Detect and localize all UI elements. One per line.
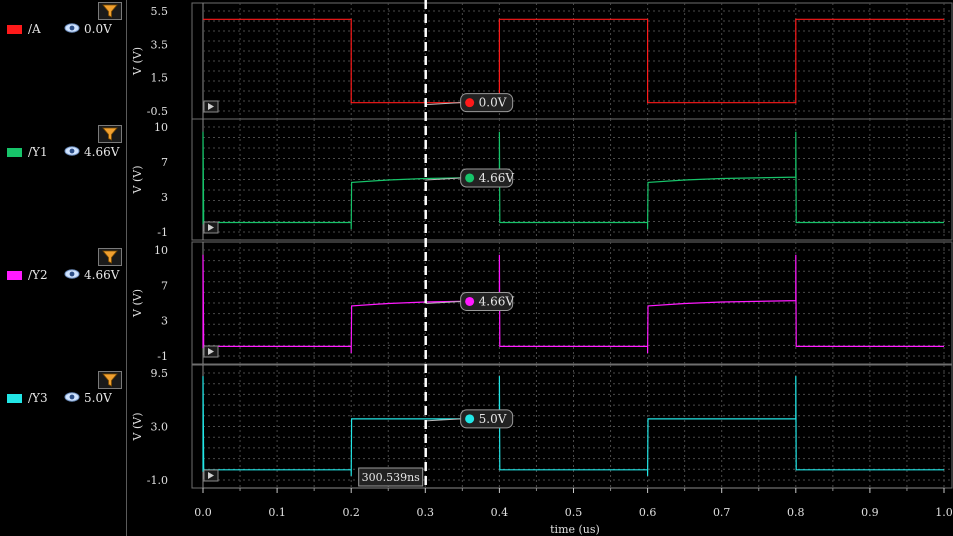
marker-value: 0.0V (479, 96, 507, 110)
y-axis-label: V (V) (131, 413, 144, 442)
y-tick-label: 3 (161, 191, 168, 204)
y-tick-label: -1.0 (147, 474, 168, 487)
legend-sidebar: /A 0.0V/Y1 4.66V/Y2 4.66V/Y3 5.0V (0, 0, 127, 536)
funnel-icon (102, 4, 118, 18)
legend-entry[interactable]: /A 0.0V (0, 19, 126, 39)
funnel-icon (102, 373, 118, 387)
legend-swatch (7, 394, 22, 403)
x-tick-label: 0.8 (787, 506, 805, 519)
y-tick-label: 10 (154, 244, 168, 257)
marker-dot (465, 414, 475, 424)
y-tick-label: -0.5 (147, 105, 168, 118)
y-tick-label: 1.5 (151, 72, 169, 85)
legend-cursor-value: 5.0V (84, 391, 112, 405)
x-axis-label: time (us) (550, 523, 600, 536)
y-tick-label: 5.5 (151, 5, 169, 18)
marker-dot (465, 98, 475, 108)
y-axis-label: V (V) (131, 289, 144, 318)
marker-balloon (460, 409, 514, 429)
play-icon (208, 472, 214, 479)
x-tick-label: 0.9 (861, 506, 879, 519)
marker-balloon (460, 93, 514, 113)
legend-swatch (7, 271, 22, 280)
y-tick-label: 7 (161, 156, 168, 169)
marker-leader (425, 177, 461, 181)
y-tick-label: 7 (161, 279, 168, 292)
x-tick-label: 0.5 (565, 506, 583, 519)
marker-balloon (460, 291, 514, 311)
marker-leader (425, 102, 461, 106)
x-tick-label: 0.2 (342, 506, 360, 519)
y-tick-label: 3 (161, 315, 168, 328)
filter-button[interactable] (98, 2, 122, 20)
filter-button[interactable] (98, 248, 122, 266)
x-tick-label: 1.0 (935, 506, 953, 519)
y-axis-label: V (V) (131, 47, 144, 76)
legend-cursor-value: 0.0V (84, 22, 112, 36)
marker-dot (465, 296, 475, 306)
legend-signal-name: /Y1 (28, 145, 48, 159)
legend-entry[interactable]: /Y2 4.66V (0, 265, 126, 285)
marker-value: 4.66V (479, 171, 515, 185)
legend-signal-name: /Y3 (28, 391, 48, 405)
legend-signal-name: /Y2 (28, 268, 48, 282)
x-tick-label: 0.6 (639, 506, 657, 519)
marker-leader (425, 418, 461, 422)
y-tick-label: 3.0 (151, 421, 169, 434)
legend-signal-name: /A (28, 22, 41, 36)
x-tick-label: 0.1 (268, 506, 286, 519)
marker-value: 5.0V (479, 412, 507, 426)
legend-entry[interactable]: /Y1 4.66V (0, 142, 126, 162)
legend-cursor-value: 4.66V (84, 268, 120, 282)
y-tick-label: -1 (157, 226, 168, 239)
marker-balloon (460, 168, 514, 188)
play-icon (208, 224, 214, 231)
y-axis-label: V (V) (131, 166, 144, 195)
funnel-icon (102, 127, 118, 141)
cursor-time-label: 300.539ns (362, 471, 421, 484)
marker-leader (425, 300, 461, 304)
eye-icon[interactable] (64, 21, 80, 38)
funnel-icon (102, 250, 118, 264)
x-tick-label: 0.4 (491, 506, 509, 519)
x-tick-label: 0.0 (194, 506, 212, 519)
eye-icon[interactable] (64, 390, 80, 407)
marker-value: 4.66V (479, 294, 515, 308)
y-tick-label: 10 (154, 121, 168, 134)
legend-swatch (7, 148, 22, 157)
eye-icon[interactable] (64, 144, 80, 161)
legend-entry[interactable]: /Y3 5.0V (0, 388, 126, 408)
filter-button[interactable] (98, 125, 122, 143)
legend-cursor-value: 4.66V (84, 145, 120, 159)
cursor-time-box (358, 467, 424, 487)
play-icon (208, 103, 214, 110)
eye-icon[interactable] (64, 267, 80, 284)
y-tick-label: -1 (157, 350, 168, 363)
x-tick-label: 0.7 (713, 506, 731, 519)
play-icon (208, 348, 214, 355)
x-tick-label: 0.3 (417, 506, 435, 519)
filter-button[interactable] (98, 371, 122, 389)
series-line-a (203, 18, 944, 104)
y-tick-label: 9.5 (151, 367, 169, 380)
y-tick-label: 3.5 (151, 38, 169, 51)
legend-swatch (7, 25, 22, 34)
marker-dot (465, 173, 475, 183)
